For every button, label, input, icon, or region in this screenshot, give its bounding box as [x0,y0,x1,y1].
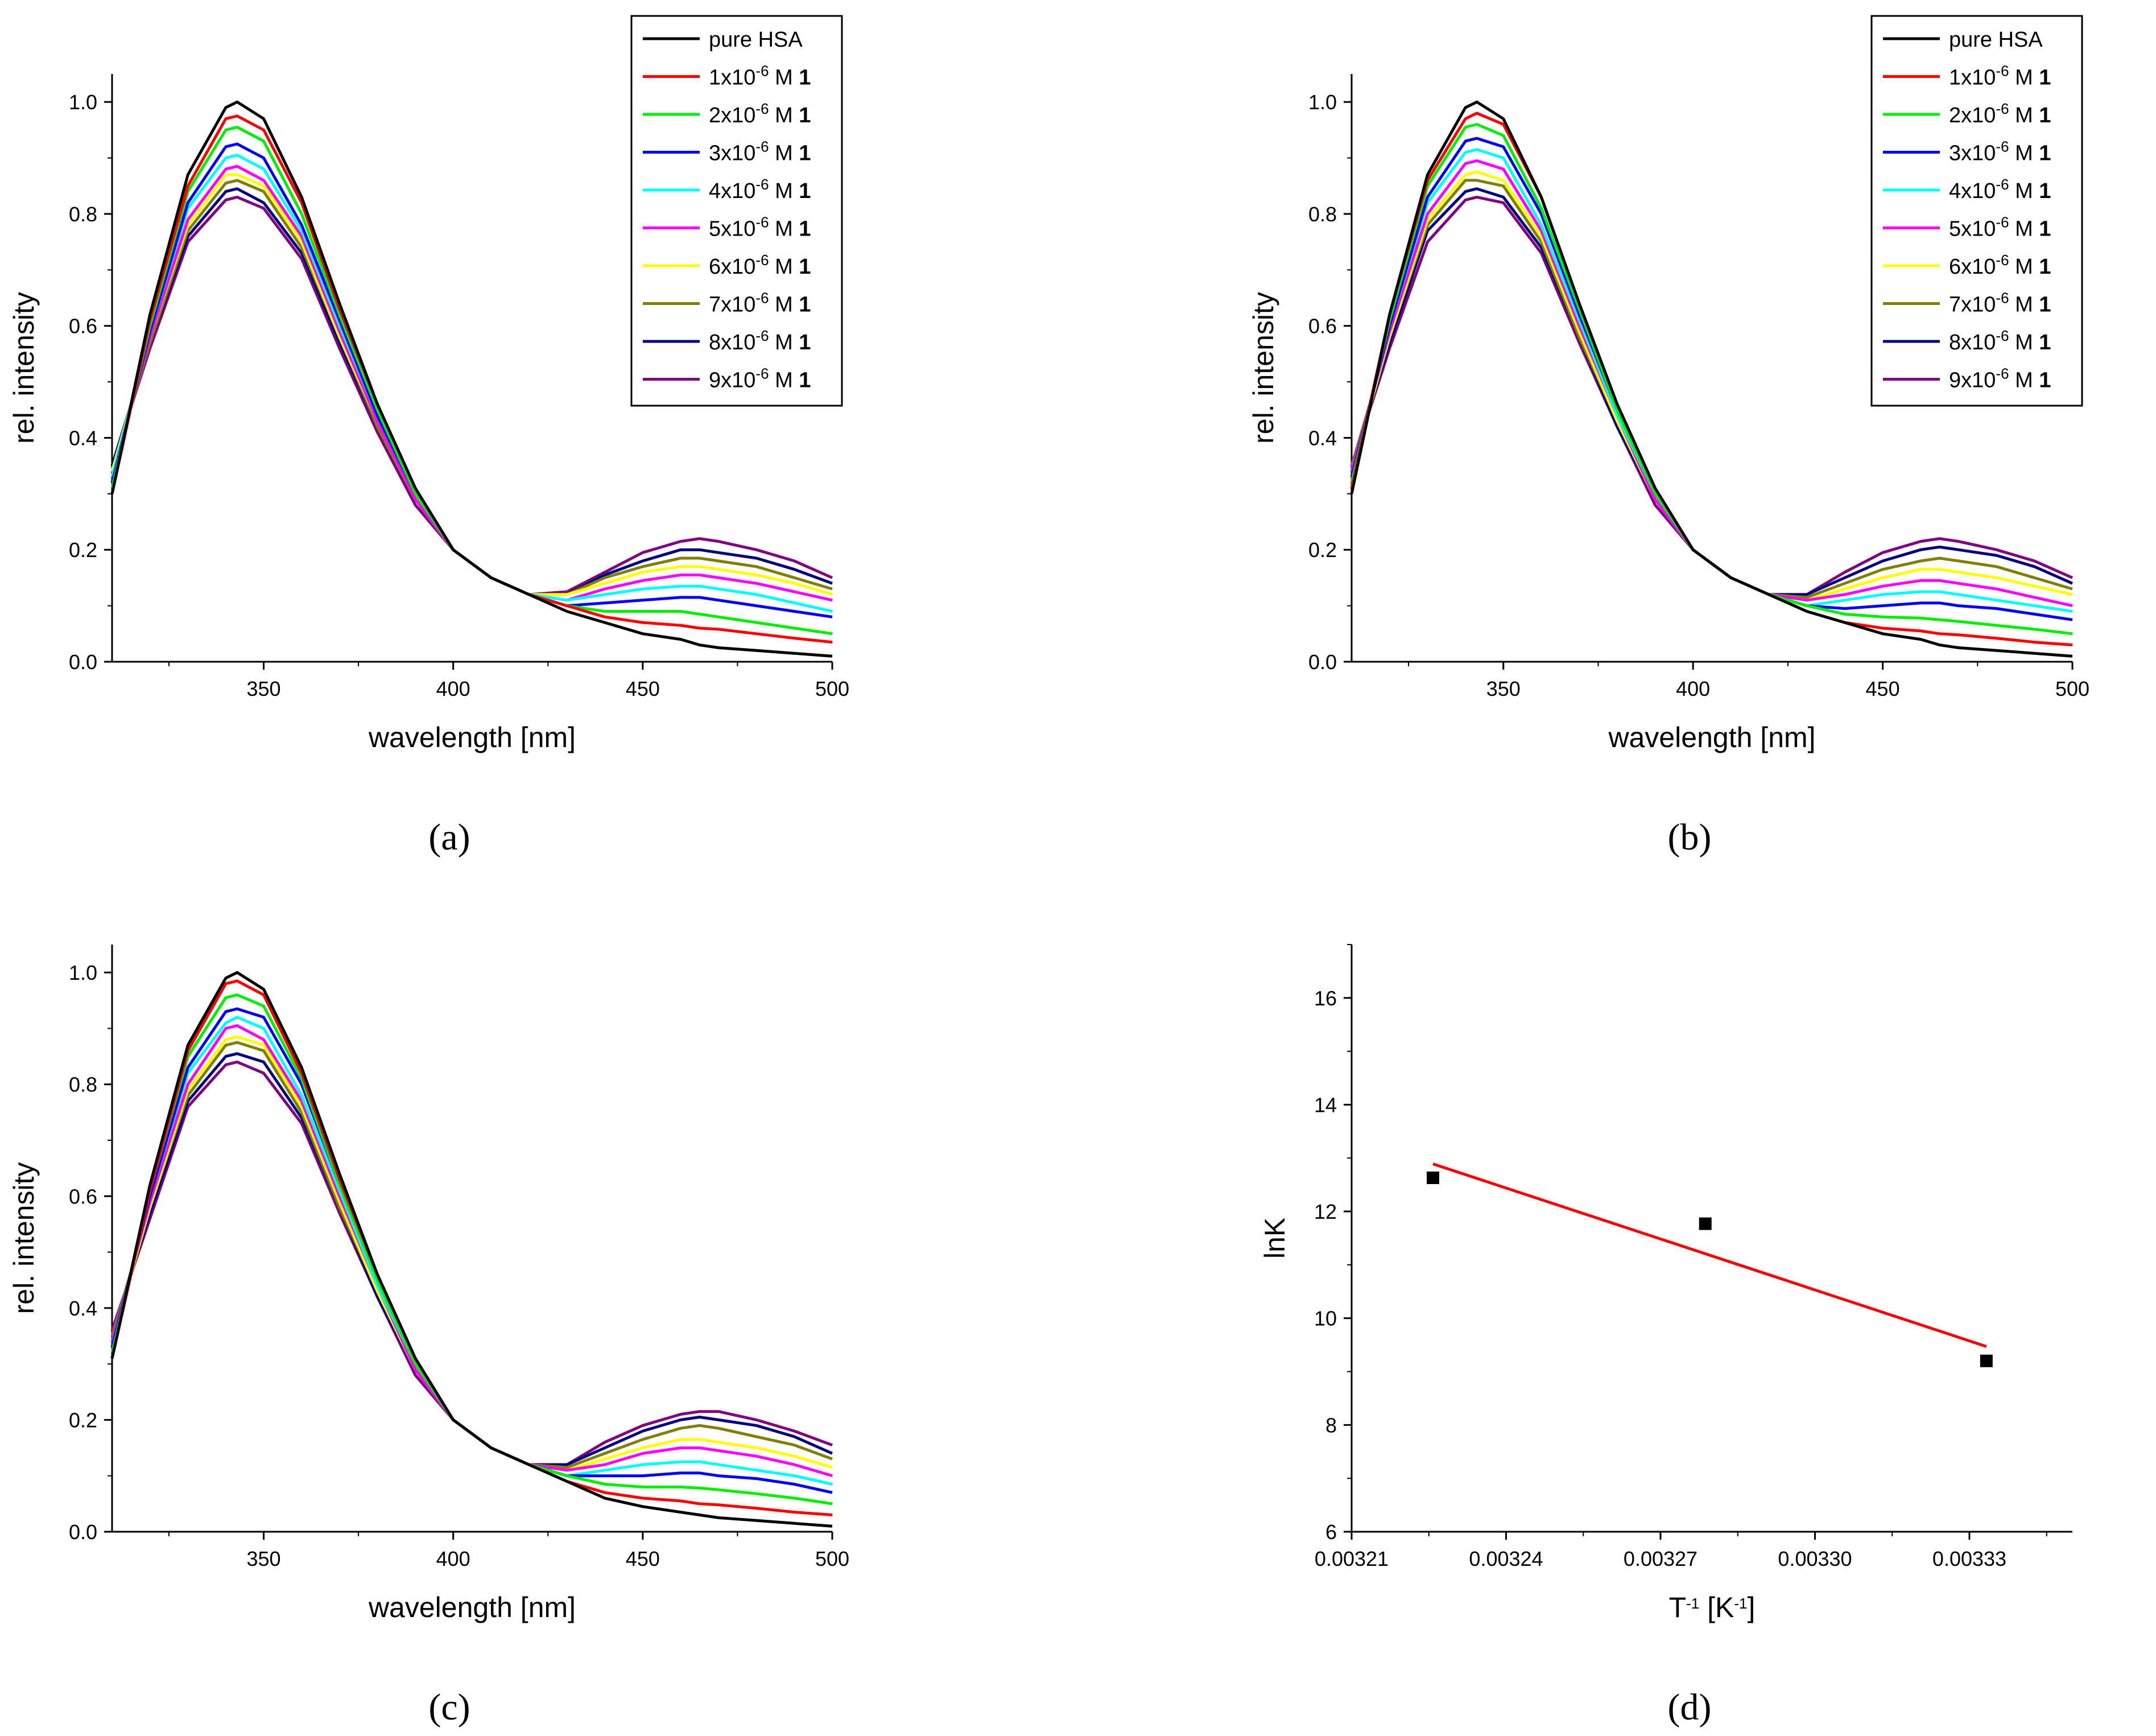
x-tick-label: 350 [246,1547,280,1570]
y-tick-label: 0.0 [69,1520,97,1544]
series-line [110,1035,833,1472]
x-tick-label: 500 [2055,677,2089,700]
x-tick-label: 0.00327 [1624,1547,1697,1570]
y-tick-label: 0.2 [69,538,97,562]
data-point [1699,1217,1712,1230]
y-axis-label: rel. intensity [1248,292,1279,444]
legend-label: 7x10-6 M 1 [709,290,811,317]
x-tick-label: 450 [626,677,660,700]
legend-label: 9x10-6 M 1 [1949,365,2051,393]
y-tick-label: 0.4 [69,426,97,450]
x-tick-label: 450 [626,1547,660,1570]
y-tick-label: 12 [1314,1200,1337,1223]
series-line [110,1024,833,1478]
x-tick-label: 0.00321 [1315,1547,1389,1570]
legend-label: 2x10-6 M 1 [1949,100,2051,127]
legend-label: pure HSA [709,28,803,52]
legend-label: 1x10-6 M 1 [1949,63,2051,90]
legend-label: 3x10-6 M 1 [709,138,811,166]
y-tick-label: 1.0 [1308,90,1337,114]
x-tick-label: 0.00324 [1469,1547,1543,1570]
chart-panel-d: (d) 6 8 10 12 14 16 0.00321 0.00324 0.00327 0.003… [1259,944,2072,1728]
y-tick-label: 0.2 [1308,538,1337,562]
x-axis-label: wavelength [nm] [1608,721,1815,753]
y-tick-label: 14 [1314,1093,1337,1116]
x-tick-label: 350 [1486,677,1521,700]
y-tick-label: 0.2 [69,1408,97,1432]
legend-label: 4x10-6 M 1 [1949,176,2051,203]
panel-label-b: (b) [1668,817,1712,858]
legend-box [630,15,843,407]
legend-label: 6x10-6 M 1 [1949,251,2051,279]
panel-label-d: (d) [1668,1686,1712,1728]
y-tick-label: 1.0 [69,961,97,984]
y-tick-label: 8 [1325,1413,1337,1437]
data-point [1426,1171,1439,1184]
legend-label: 8x10-6 M 1 [1949,327,2051,354]
chart-panel-b: (b) 0.0 0.2 0.4 0.6 0.8 1.0 350 400 450 500 wavele… [1248,15,2089,858]
y-tick-label: 16 [1314,987,1337,1010]
x-tick-label: 450 [1866,677,1900,700]
legend-label: 5x10-6 M 1 [1949,214,2051,241]
series-line [1350,100,2073,658]
panel-label-c: (c) [428,1686,470,1728]
series-line [110,1041,833,1469]
fit-line [1432,1162,1987,1348]
x-tick-label: 500 [815,677,849,700]
chart-panel-c: (c) 0.0 0.2 0.4 0.6 0.8 1.0 350 400 450 500 wavele… [8,15,849,1728]
x-tick-label: 400 [1676,677,1710,700]
series-line [110,1052,833,1466]
x-axis-label: wavelength [nm] [368,1591,576,1623]
legend-label: 3x10-6 M 1 [1949,138,2051,166]
x-tick-label: 500 [815,1547,849,1570]
y-tick-label: 0.4 [1308,426,1337,450]
y-tick-label: 10 [1314,1307,1337,1330]
y-tick-label: 1.0 [69,90,97,114]
y-tick-label: 0.6 [69,315,97,338]
legend-label: 6x10-6 M 1 [709,251,811,279]
x-tick-label: 400 [436,677,470,700]
y-axis-label: lnK [1259,1218,1291,1259]
series-line [110,100,833,658]
y-tick-label: 0.0 [1308,650,1337,674]
y-tick-label: 0.4 [69,1297,97,1320]
panel-label-a: (a) [428,817,470,858]
y-tick-label: 0.6 [69,1185,97,1208]
y-tick-label: 0.6 [1308,315,1337,338]
y-tick-label: 0.0 [69,650,97,674]
legend-label: 9x10-6 M 1 [709,365,811,393]
x-tick-label: 350 [246,677,280,700]
x-tick-label: 0.00330 [1778,1547,1852,1570]
y-tick-label: 0.8 [1308,203,1337,226]
y-axis-label: rel. intensity [8,292,40,444]
legend-label: 8x10-6 M 1 [709,327,811,354]
y-axis-label: rel. intensity [8,1162,40,1314]
data-point [1980,1354,1993,1367]
legend-label: pure HSA [1949,28,2043,52]
y-tick-label: 0.8 [69,203,97,226]
y-tick-label: 0.8 [69,1073,97,1096]
legend-label: 4x10-6 M 1 [709,176,811,203]
legend-label: 7x10-6 M 1 [1949,290,2051,317]
series-line [110,1060,833,1466]
legend-label: 1x10-6 M 1 [709,63,811,90]
legend-label: 5x10-6 M 1 [709,214,811,241]
x-axis-label: T-1 [K-1] [1669,1591,1756,1623]
x-tick-label: 400 [436,1547,470,1570]
series-line [110,971,833,1528]
y-tick-label: 6 [1325,1520,1337,1544]
x-axis-label: wavelength [nm] [368,721,576,753]
x-tick-label: 0.00333 [1932,1547,2006,1570]
legend-label: 2x10-6 M 1 [709,100,811,127]
